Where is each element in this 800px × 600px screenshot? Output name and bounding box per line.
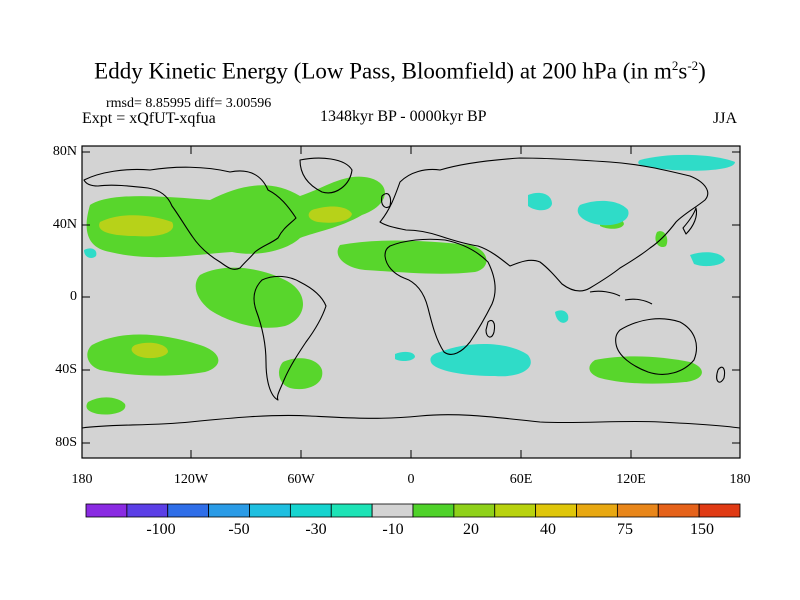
coastlines — [82, 157, 740, 429]
colorbar-swatch — [453, 503, 496, 518]
lon-label-60w: 60W — [287, 472, 315, 487]
lat-label-40s: 40S — [55, 362, 77, 377]
colorbar-swatch — [698, 503, 741, 518]
coast-japan — [682, 207, 698, 235]
field-australia — [589, 356, 702, 384]
field-neg-asia — [528, 192, 552, 211]
colorbar-swatch — [330, 503, 373, 518]
colorbar-swatch — [85, 503, 128, 518]
coast-new-zealand — [716, 366, 726, 383]
lat-ticks — [82, 151, 740, 444]
lon-label-120e: 120E — [616, 472, 646, 487]
lat-label-0: 0 — [70, 289, 77, 304]
field-neg-indian — [555, 310, 569, 323]
anomaly-fields — [86, 176, 702, 415]
coast-madagascar — [485, 319, 496, 338]
field-neg-arctic — [638, 154, 735, 171]
colorbar-swatch — [412, 503, 455, 518]
coast-eurasia — [379, 157, 709, 292]
lon-label-60e: 60E — [509, 472, 533, 487]
lon-label-180e: 180 — [729, 472, 751, 487]
colorbar-swatch — [494, 503, 537, 518]
colorbar — [85, 503, 741, 518]
colorbar-label: -50 — [228, 521, 250, 538]
lat-label-80n: 80N — [52, 144, 77, 159]
experiment-label: Expt = xQfUT-xqfua — [82, 110, 216, 127]
colorbar-label: -100 — [146, 521, 176, 538]
field-eq-pacific — [195, 267, 304, 328]
colorbar-label: 40 — [540, 521, 556, 538]
field-neg-pacific-e — [690, 252, 725, 267]
colorbar-swatch — [289, 503, 332, 518]
coast-south-america — [253, 275, 327, 401]
colorbar-label: -10 — [382, 521, 404, 538]
field-high-pacific — [99, 215, 174, 237]
field-n-pacific-atlantic — [86, 176, 385, 258]
anomaly-negatives — [84, 154, 735, 377]
colorbar-label: 20 — [463, 521, 479, 538]
season-label: JJA — [713, 110, 738, 127]
field-n-atlantic-east — [337, 240, 487, 274]
coast-indonesia — [589, 290, 653, 305]
plot-title: Eddy Kinetic Energy (Low Pass, Bloomfiel… — [94, 58, 706, 84]
lon-label-120w: 120W — [173, 472, 209, 487]
lon-label-180w: 180 — [71, 472, 93, 487]
field-s-ocean-west — [86, 397, 126, 415]
field-neg-s-atlantic — [395, 351, 415, 362]
colorbar-swatch — [167, 503, 210, 518]
colorbar-swatch — [616, 503, 659, 518]
colorbar-swatch — [208, 503, 250, 518]
colorbar-swatch — [126, 503, 169, 518]
field-s-america — [278, 358, 323, 390]
lat-label-80s: 80S — [55, 435, 77, 450]
coast-australia — [615, 318, 698, 375]
period-label: 1348kyr BP - 0000kyr BP — [320, 108, 487, 125]
colorbar-label: 75 — [617, 521, 633, 538]
coast-africa — [384, 238, 496, 355]
lon-label-0: 0 — [407, 472, 415, 487]
field-neg-n-pacific — [577, 200, 629, 226]
colorbar-swatch — [249, 503, 291, 518]
coast-uk — [381, 193, 392, 209]
colorbar-swatch — [535, 503, 577, 518]
field-neg-s-africa — [430, 344, 531, 377]
coast-antarctica — [82, 414, 740, 429]
map-background — [82, 146, 740, 458]
coast-greenland — [299, 157, 353, 194]
colorbar-swatch — [657, 503, 700, 518]
colorbar-label: -30 — [305, 521, 327, 538]
stats-text: rmsd= 8.85995 diff= 3.00596 — [106, 96, 272, 111]
field-neg-w-pacific — [84, 248, 97, 258]
lon-ticks — [190, 146, 632, 458]
colorbar-swatch — [371, 503, 414, 518]
colorbar-label: 150 — [690, 521, 714, 538]
coast-north-america — [83, 166, 297, 270]
colorbar-swatch — [576, 503, 618, 518]
anomaly-highs — [99, 206, 352, 359]
lat-label-40n: 40N — [52, 217, 77, 232]
field-high-s-pacific — [131, 342, 168, 359]
field-high-atlantic — [308, 206, 352, 223]
